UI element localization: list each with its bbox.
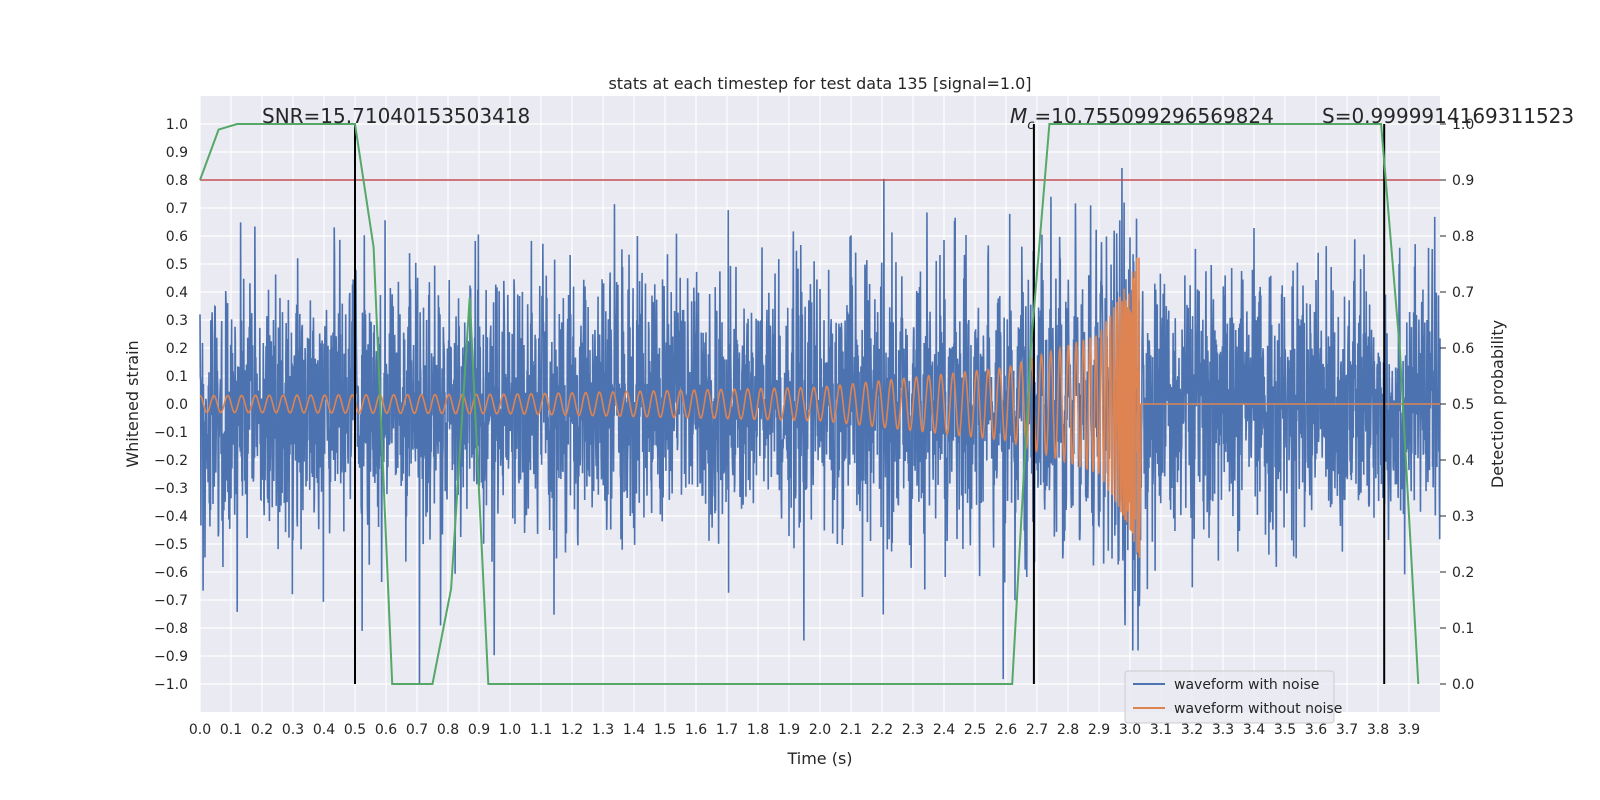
- y-tick-label: −0.2: [154, 453, 188, 469]
- x-tick-label: 1.5: [654, 722, 676, 738]
- x-tick-label: 1.1: [530, 722, 552, 738]
- x-tick-label: 0.8: [437, 722, 459, 738]
- y-tick-label: −0.3: [154, 481, 188, 497]
- x-tick-label: 0.7: [406, 722, 428, 738]
- y2-tick-label: 0.3: [1452, 509, 1474, 525]
- x-tick-label: 1.7: [716, 722, 738, 738]
- chart-title: stats at each timestep for test data 135…: [608, 74, 1031, 93]
- y-tick-label: −1.0: [154, 677, 188, 693]
- y-tick-label: 0.6: [166, 229, 188, 245]
- x-tick-label: 3.5: [1274, 722, 1296, 738]
- y-axis-ticks: 1.0 0.9 0.8 0.7 0.6 0.5 0.4 0.3 0.2 0.1 0.0 −0.1 −0.…: [154, 117, 188, 693]
- x-tick-label: 3.0: [1119, 722, 1141, 738]
- y2-tick-label: 0.6: [1452, 341, 1474, 357]
- y-tick-label: 1.0: [166, 117, 188, 133]
- x-tick-label: 0.1: [220, 722, 242, 738]
- x-tick-label: 3.6: [1305, 722, 1327, 738]
- y2-tick-label: 0.2: [1452, 565, 1474, 581]
- y2-axis-ticks: 1.0 0.9 0.8 0.7 0.6 0.5 0.4 0.3 0.2 0.1 0.0: [1440, 117, 1474, 693]
- y-tick-label: 0.5: [166, 257, 188, 273]
- x-tick-label: 0.2: [251, 722, 273, 738]
- series-waveform-without-noise: [199, 257, 1440, 558]
- x-tick-label: 0.5: [344, 722, 366, 738]
- series-waveform-with-noise: [199, 167, 1441, 685]
- detection-markers: [354, 124, 1386, 684]
- y-tick-label: −0.1: [154, 425, 188, 441]
- y-tick-label: 0.2: [166, 341, 188, 357]
- y2-axis-title: Detection probability: [1488, 320, 1507, 488]
- legend: waveform with noise waveform without noi…: [1124, 670, 1342, 724]
- y2-tick-label: 0.4: [1452, 453, 1474, 469]
- x-tick-label: 1.8: [747, 722, 769, 738]
- x-tick-label: 3.9: [1398, 722, 1420, 738]
- x-tick-label: 2.1: [840, 722, 862, 738]
- y-tick-label: 0.3: [166, 313, 188, 329]
- x-tick-label: 1.3: [592, 722, 614, 738]
- x-tick-label: 2.6: [995, 722, 1017, 738]
- x-tick-label: 1.6: [685, 722, 707, 738]
- x-axis-title: Time (s): [786, 749, 852, 768]
- legend-label-noise: waveform with noise: [1174, 677, 1319, 693]
- x-tick-label: 0.3: [282, 722, 304, 738]
- x-tick-label: 3.2: [1181, 722, 1203, 738]
- x-tick-label: 1.0: [499, 722, 521, 738]
- x-tick-label: 3.8: [1367, 722, 1389, 738]
- chirp-mass-symbol: M: [1010, 104, 1027, 128]
- x-tick-label: 0.6: [375, 722, 397, 738]
- y-tick-label: 0.8: [166, 173, 188, 189]
- s-annotation: S=0.9999914169311523: [1322, 104, 1574, 128]
- x-tick-label: 2.8: [1057, 722, 1079, 738]
- x-tick-label: 2.5: [964, 722, 986, 738]
- chirp-mass-annotation: Mc=10.755099296569824: [1010, 104, 1274, 133]
- x-tick-label: 2.7: [1026, 722, 1048, 738]
- y2-tick-label: 0.9: [1452, 173, 1474, 189]
- x-tick-label: 3.3: [1212, 722, 1234, 738]
- y2-tick-label: 0.5: [1452, 397, 1474, 413]
- y-tick-label: −0.6: [154, 565, 188, 581]
- x-tick-label: 3.7: [1336, 722, 1358, 738]
- y-axis-title: Whitened strain: [123, 340, 142, 467]
- x-tick-label: 0.0: [189, 722, 211, 738]
- plot-area: [199, 123, 1441, 685]
- y-tick-label: 0.1: [166, 369, 188, 385]
- x-tick-label: 0.9: [468, 722, 490, 738]
- x-tick-label: 1.4: [623, 722, 645, 738]
- y-tick-label: −0.9: [154, 649, 188, 665]
- legend-label-clean: waveform without noise: [1174, 701, 1342, 717]
- chirp-mass-value: =10.755099296569824: [1034, 104, 1273, 128]
- x-tick-label: 1.9: [778, 722, 800, 738]
- y-tick-label: 0.4: [166, 285, 188, 301]
- y-tick-label: 0.7: [166, 201, 188, 217]
- x-axis-ticks: 0.0 0.1 0.2 0.3 0.4 0.5 0.6 0.7 0.8 0.9 1.0 1.1 1.2 1…: [189, 722, 1420, 738]
- x-tick-label: 2.2: [871, 722, 893, 738]
- y2-tick-label: 0.0: [1452, 677, 1474, 693]
- x-tick-label: 2.4: [933, 722, 955, 738]
- y2-tick-label: 0.1: [1452, 621, 1474, 637]
- y2-tick-label: 1.0: [1452, 117, 1474, 133]
- y-tick-label: −0.4: [154, 509, 188, 525]
- chirp-mass-subscript: c: [1027, 118, 1034, 133]
- x-tick-label: 3.4: [1243, 722, 1265, 738]
- series-detection-probability: [199, 123, 1420, 685]
- legend-box: [1124, 670, 1335, 724]
- y-tick-label: −0.5: [154, 537, 188, 553]
- y-tick-label: −0.8: [154, 621, 188, 637]
- x-tick-label: 0.4: [313, 722, 335, 738]
- snr-annotation: SNR=15.71040153503418: [262, 104, 530, 128]
- x-tick-label: 2.0: [809, 722, 831, 738]
- y2-tick-label: 0.8: [1452, 229, 1474, 245]
- y-tick-label: 0.0: [166, 397, 188, 413]
- y2-tick-label: 0.7: [1452, 285, 1474, 301]
- x-tick-label: 1.2: [561, 722, 583, 738]
- x-tick-label: 2.3: [902, 722, 924, 738]
- x-tick-label: 2.9: [1088, 722, 1110, 738]
- x-tick-label: 3.1: [1150, 722, 1172, 738]
- y-tick-label: −0.7: [154, 593, 188, 609]
- y-tick-label: 0.9: [166, 145, 188, 161]
